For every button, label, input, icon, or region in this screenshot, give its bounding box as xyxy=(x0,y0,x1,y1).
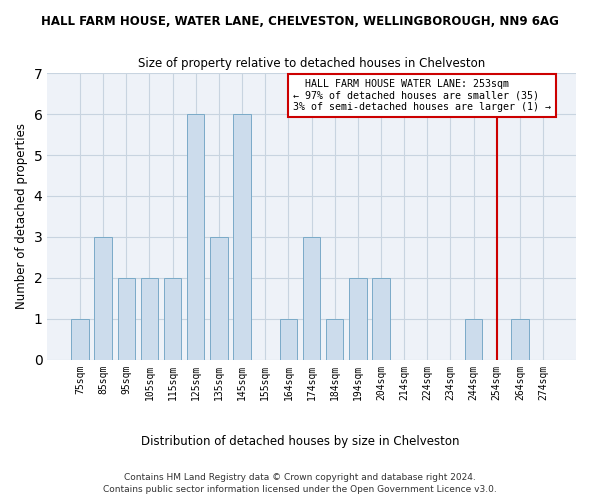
Bar xyxy=(349,278,367,360)
Bar xyxy=(164,278,181,360)
Bar xyxy=(373,278,389,360)
Text: Contains public sector information licensed under the Open Government Licence v3: Contains public sector information licen… xyxy=(103,485,497,494)
Text: Distribution of detached houses by size in Chelveston: Distribution of detached houses by size … xyxy=(141,435,459,448)
Bar xyxy=(94,237,112,360)
Bar xyxy=(187,114,205,360)
Title: Size of property relative to detached houses in Chelveston: Size of property relative to detached ho… xyxy=(138,58,485,70)
Text: Contains HM Land Registry data © Crown copyright and database right 2024.: Contains HM Land Registry data © Crown c… xyxy=(124,472,476,482)
Text: HALL FARM HOUSE WATER LANE: 253sqm
← 97% of detached houses are smaller (35)
3% : HALL FARM HOUSE WATER LANE: 253sqm ← 97%… xyxy=(293,79,551,112)
Bar xyxy=(141,278,158,360)
Y-axis label: Number of detached properties: Number of detached properties xyxy=(15,124,28,310)
Bar xyxy=(210,237,227,360)
Bar xyxy=(280,319,297,360)
Bar xyxy=(326,319,343,360)
Bar xyxy=(233,114,251,360)
Bar xyxy=(511,319,529,360)
Text: HALL FARM HOUSE, WATER LANE, CHELVESTON, WELLINGBOROUGH, NN9 6AG: HALL FARM HOUSE, WATER LANE, CHELVESTON,… xyxy=(41,15,559,28)
Bar xyxy=(303,237,320,360)
Bar xyxy=(118,278,135,360)
Bar xyxy=(465,319,482,360)
Bar xyxy=(71,319,89,360)
